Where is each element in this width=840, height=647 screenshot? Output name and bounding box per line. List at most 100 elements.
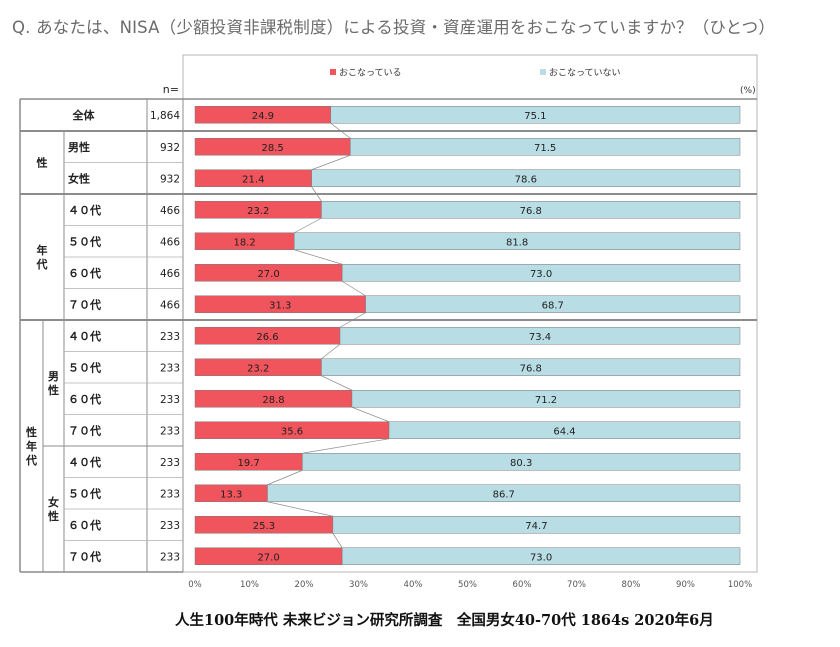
bar-data-label: 18.2 xyxy=(233,237,255,248)
x-tick-label: 80% xyxy=(622,580,641,590)
row-label: ７０代 xyxy=(68,423,101,437)
group-label-char: 代 xyxy=(36,257,48,271)
bar-data-label: 64.4 xyxy=(553,426,575,437)
group-label-char: 性 xyxy=(26,425,37,439)
subgroup-label-char: 男 xyxy=(48,370,59,383)
x-tick-label: 20% xyxy=(295,580,314,590)
bar-data-label: 25.3 xyxy=(253,521,275,532)
bar-data-label: 73.0 xyxy=(530,269,552,280)
bar-segment xyxy=(293,232,741,250)
series-connector-line xyxy=(302,438,390,454)
bar-segment xyxy=(321,201,741,219)
row-n-value: 233 xyxy=(160,488,180,500)
row-n-value: 466 xyxy=(160,236,180,248)
series-connector-line xyxy=(332,533,343,548)
row-n-value: 233 xyxy=(160,551,180,563)
x-tick-label: 70% xyxy=(567,580,586,590)
series-connector-line xyxy=(311,186,322,202)
bar-segment xyxy=(311,169,741,187)
row-n-value: 233 xyxy=(160,394,180,406)
bar-segment xyxy=(351,390,741,408)
bar-data-label: 73.0 xyxy=(530,552,552,563)
n-header: n= xyxy=(163,83,179,96)
bar-segment xyxy=(365,295,741,313)
x-tick-label: 40% xyxy=(404,580,423,590)
row-n-value: 932 xyxy=(160,142,180,154)
bar-data-label: 27.0 xyxy=(257,269,279,280)
bar-segment xyxy=(302,453,741,471)
group-label-char: 年 xyxy=(37,243,48,257)
bar-data-label: 68.7 xyxy=(542,300,564,311)
bar-data-label: 86.7 xyxy=(493,489,515,500)
bar-segment xyxy=(339,327,741,345)
group-label-char: 代 xyxy=(25,453,37,467)
row-n-value: 466 xyxy=(160,205,180,217)
row-n-value: 1,864 xyxy=(150,110,180,122)
legend-swatch-1 xyxy=(330,69,336,75)
bar-segment xyxy=(267,484,741,502)
bar-data-label: 24.9 xyxy=(252,111,274,122)
bar-segment xyxy=(321,358,741,376)
row-label: ５０代 xyxy=(68,360,101,374)
row-n-value: 233 xyxy=(160,457,180,469)
row-label: ４０代 xyxy=(68,455,101,469)
bar-data-label: 23.2 xyxy=(247,363,269,374)
series-connector-line xyxy=(267,469,303,486)
bar-segment xyxy=(341,547,741,565)
bar-segment xyxy=(332,516,741,534)
group-label-char: 性 xyxy=(37,156,48,170)
bar-segment xyxy=(341,264,741,282)
x-tick-label: 60% xyxy=(513,580,532,590)
bar-data-label: 35.6 xyxy=(281,426,303,437)
x-tick-label: 30% xyxy=(349,580,368,590)
series-connector-line xyxy=(294,217,322,234)
subgroup-label-char: 性 xyxy=(48,383,59,397)
series-connector-line xyxy=(339,312,366,328)
row-label: ５０代 xyxy=(68,234,101,248)
bar-data-label: 76.8 xyxy=(520,206,542,217)
series-connector-line xyxy=(321,343,341,360)
bar-data-label: 13.3 xyxy=(220,489,242,500)
bar-segment xyxy=(330,106,741,124)
unit-label: (%) xyxy=(740,86,756,96)
legend-label-1: おこなっている xyxy=(339,68,402,79)
bar-data-label: 81.8 xyxy=(506,237,528,248)
bar-data-label: 27.0 xyxy=(257,552,279,563)
series-connector-line xyxy=(330,122,351,139)
bar-data-label: 78.6 xyxy=(515,174,537,185)
x-tick-label: 90% xyxy=(676,580,695,590)
x-tick-label: 50% xyxy=(458,580,477,590)
row-label: ４０代 xyxy=(68,329,101,343)
row-label: ５０代 xyxy=(68,486,101,500)
row-n-value: 233 xyxy=(160,362,180,374)
row-label: ７０代 xyxy=(68,549,101,563)
row-label: 女性 xyxy=(68,171,90,185)
bar-data-label: 71.2 xyxy=(535,395,557,406)
series-connector-line xyxy=(294,249,343,265)
row-label: ７０代 xyxy=(68,297,101,311)
bar-data-label: 75.1 xyxy=(524,111,546,122)
series-connector-line xyxy=(311,154,351,171)
row-label: ４０代 xyxy=(68,203,101,217)
row-n-value: 466 xyxy=(160,268,180,280)
row-n-value: 233 xyxy=(160,425,180,437)
bar-data-label: 19.7 xyxy=(238,458,260,469)
bar-data-label: 26.6 xyxy=(256,332,278,343)
bar-data-label: 71.5 xyxy=(534,143,556,154)
survey-footer: 人生100年時代 未来ビジョン研究所調査 全国男女40-70代 1864s 20… xyxy=(175,612,714,629)
x-tick-label: 10% xyxy=(240,580,259,590)
bar-data-label: 28.5 xyxy=(262,143,284,154)
bar-segment xyxy=(388,421,741,439)
series-connector-line xyxy=(321,375,353,391)
bar-data-label: 76.8 xyxy=(520,363,542,374)
series-connector-line xyxy=(341,280,366,297)
subgroup-label-char: 性 xyxy=(48,509,59,523)
row-label: ６０代 xyxy=(68,392,101,406)
group-label-char: 年 xyxy=(26,439,37,453)
legend-label-2: おこなっていない xyxy=(549,68,621,79)
row-label: 男性 xyxy=(68,140,90,154)
subgroup-label-char: 女 xyxy=(48,495,59,509)
bar-data-label: 21.4 xyxy=(242,174,264,185)
bar-data-label: 28.8 xyxy=(262,395,284,406)
